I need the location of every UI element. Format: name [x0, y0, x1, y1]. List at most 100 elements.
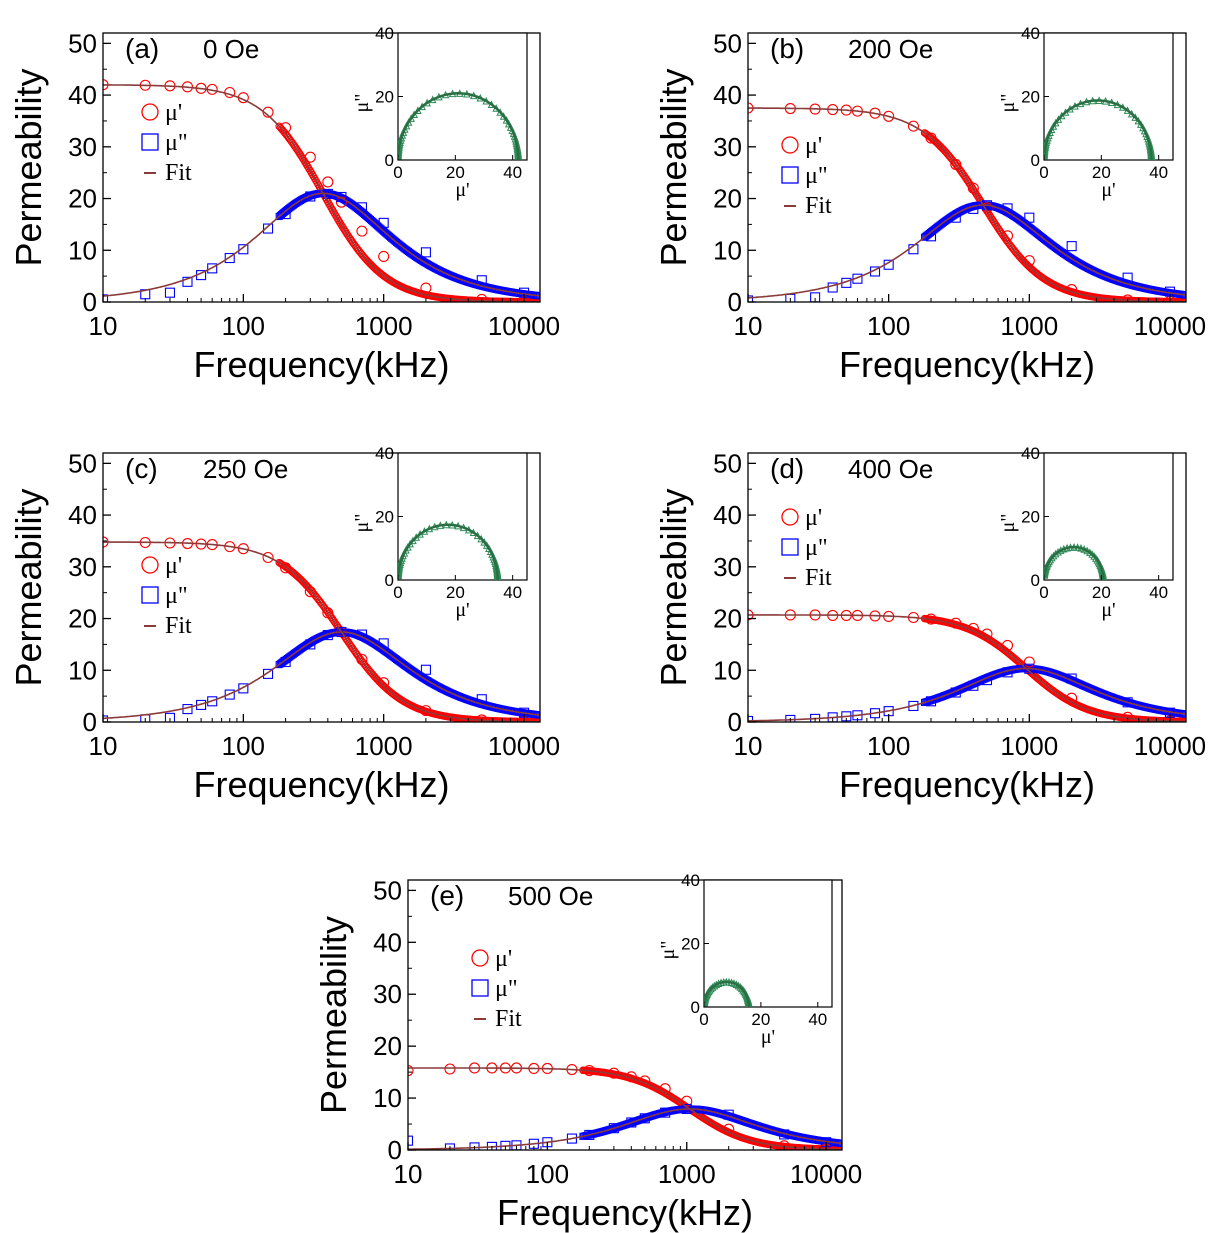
mu-real-point — [967, 182, 979, 194]
fit-curve-imag — [748, 204, 1186, 299]
legend-label-fit: Fit — [805, 565, 832, 591]
mu-real-marker — [296, 151, 305, 159]
inset-x-tick-label: 20 — [446, 583, 465, 602]
mu-imag-point — [207, 263, 218, 274]
x-tick-label: 100 — [222, 311, 265, 341]
mu-imag-point — [336, 191, 347, 203]
mu-real-marker — [984, 210, 993, 218]
mu-imag-point — [1066, 241, 1077, 252]
inset-y-axis-label: μ" — [997, 94, 1019, 113]
mu-imag-point — [103, 294, 109, 302]
mu-imag-point — [280, 656, 291, 668]
inset-y-tick-label: 0 — [691, 998, 700, 1017]
mu-real-marker — [337, 220, 345, 228]
mu-imag-point — [238, 244, 249, 255]
x-tick-label: 10 — [734, 731, 763, 761]
inset-x-tick-label: 0 — [699, 1010, 708, 1029]
mu-imag-point — [305, 191, 316, 202]
x-tick-label: 1000 — [1000, 731, 1058, 761]
legend-marker-square — [471, 979, 489, 997]
inset-x-tick-label: 0 — [1039, 163, 1048, 182]
panel-label: (c) — [125, 453, 158, 484]
mu-real-marker — [295, 149, 304, 157]
y-tick-label: 0 — [728, 287, 742, 317]
mu-imag-point — [476, 275, 487, 286]
inset-y-axis-label: μ" — [997, 514, 1019, 533]
y-tick-label: 50 — [713, 448, 742, 478]
field-annotation: 400 Oe — [848, 454, 933, 484]
inset-x-tick-label: 0 — [1039, 583, 1048, 602]
mu-real-point — [356, 653, 368, 665]
x-axis-label: Frequency(kHz) — [193, 344, 449, 385]
mu-imag-point — [584, 1129, 595, 1140]
y-axis-label: Permeability — [313, 916, 354, 1114]
y-tick-label: 20 — [713, 184, 742, 214]
inset-y-tick-label: 0 — [385, 151, 394, 170]
legend-label-mu-imag: μ" — [165, 583, 188, 609]
mu-real-point — [1023, 255, 1035, 267]
cole-cole-marker — [404, 118, 413, 126]
inset-y-tick-label: 20 — [1021, 508, 1040, 527]
legend-label-mu-real: μ' — [165, 100, 182, 126]
mu-real-point — [262, 551, 274, 564]
y-tick-label: 10 — [68, 235, 97, 265]
mu-imag-point — [420, 247, 431, 258]
y-tick-label: 10 — [68, 655, 97, 685]
inset-y-tick-label: 20 — [375, 88, 394, 107]
panel-label: (e) — [430, 880, 464, 911]
mu-real-point — [420, 282, 432, 294]
inset-x-axis-label: μ' — [455, 599, 469, 621]
x-tick-label: 10 — [394, 1159, 423, 1189]
y-tick-label: 20 — [68, 184, 97, 214]
mu-imag-point — [748, 295, 754, 302]
legend: μ' μ" Fit — [141, 100, 192, 186]
legend-label-fit: Fit — [805, 193, 832, 219]
inset-x-tick-label: 40 — [1149, 583, 1168, 602]
panel-label: (b) — [770, 33, 804, 64]
y-tick-label: 40 — [373, 927, 402, 957]
inset: 0 20 40 0 20 40 μ' μ" — [351, 24, 528, 201]
y-tick-label: 10 — [373, 1083, 402, 1113]
x-axis-label: Frequency(kHz) — [839, 344, 1095, 385]
inset-x-tick-label: 20 — [1092, 163, 1111, 182]
mu-real-point — [950, 158, 962, 170]
y-tick-label: 0 — [83, 707, 97, 737]
x-axis-label: Frequency(kHz) — [497, 1192, 753, 1233]
legend-label-mu-real: μ' — [805, 133, 822, 159]
cole-cole-marker — [1044, 568, 1049, 576]
legend-label-mu-imag: μ" — [805, 163, 828, 189]
x-tick-label: 100 — [222, 731, 265, 761]
mu-imag-point — [224, 689, 235, 700]
legend-label-fit: Fit — [165, 613, 192, 639]
inset-y-tick-label: 0 — [1031, 151, 1040, 170]
mu-real-marker — [987, 213, 995, 222]
mu-real-point — [883, 110, 895, 122]
inset-x-tick-label: 20 — [1092, 583, 1111, 602]
legend: μ' μ" Fit — [781, 505, 832, 591]
legend-label-mu-imag: μ" — [805, 535, 828, 561]
inset-y-tick-label: 20 — [681, 935, 700, 954]
legend-label-mu-real: μ' — [805, 505, 822, 531]
legend-label-mu-real: μ' — [495, 946, 512, 972]
legend-label-fit: Fit — [165, 160, 192, 186]
inset-x-axis-label: μ' — [455, 179, 469, 201]
inset-y-axis-label: μ" — [657, 941, 679, 960]
field-annotation: 200 Oe — [848, 34, 933, 64]
mu-imag-point — [182, 276, 193, 287]
mu-imag-point — [262, 223, 274, 234]
y-tick-label: 20 — [68, 604, 97, 634]
y-tick-label: 10 — [713, 235, 742, 265]
y-tick-label: 10 — [713, 655, 742, 685]
legend-marker-square — [141, 586, 159, 604]
mu-real-marker — [338, 222, 346, 230]
inset: 0 20 40 0 20 40 μ' μ" — [997, 24, 1174, 201]
cole-cole-fit — [1044, 99, 1153, 160]
legend-label-fit: Fit — [495, 1006, 522, 1032]
cole-cole-marker — [504, 119, 513, 128]
x-tick-label: 100 — [526, 1159, 569, 1189]
fit-curve-real — [103, 84, 540, 302]
fit-curve-real — [103, 541, 540, 722]
